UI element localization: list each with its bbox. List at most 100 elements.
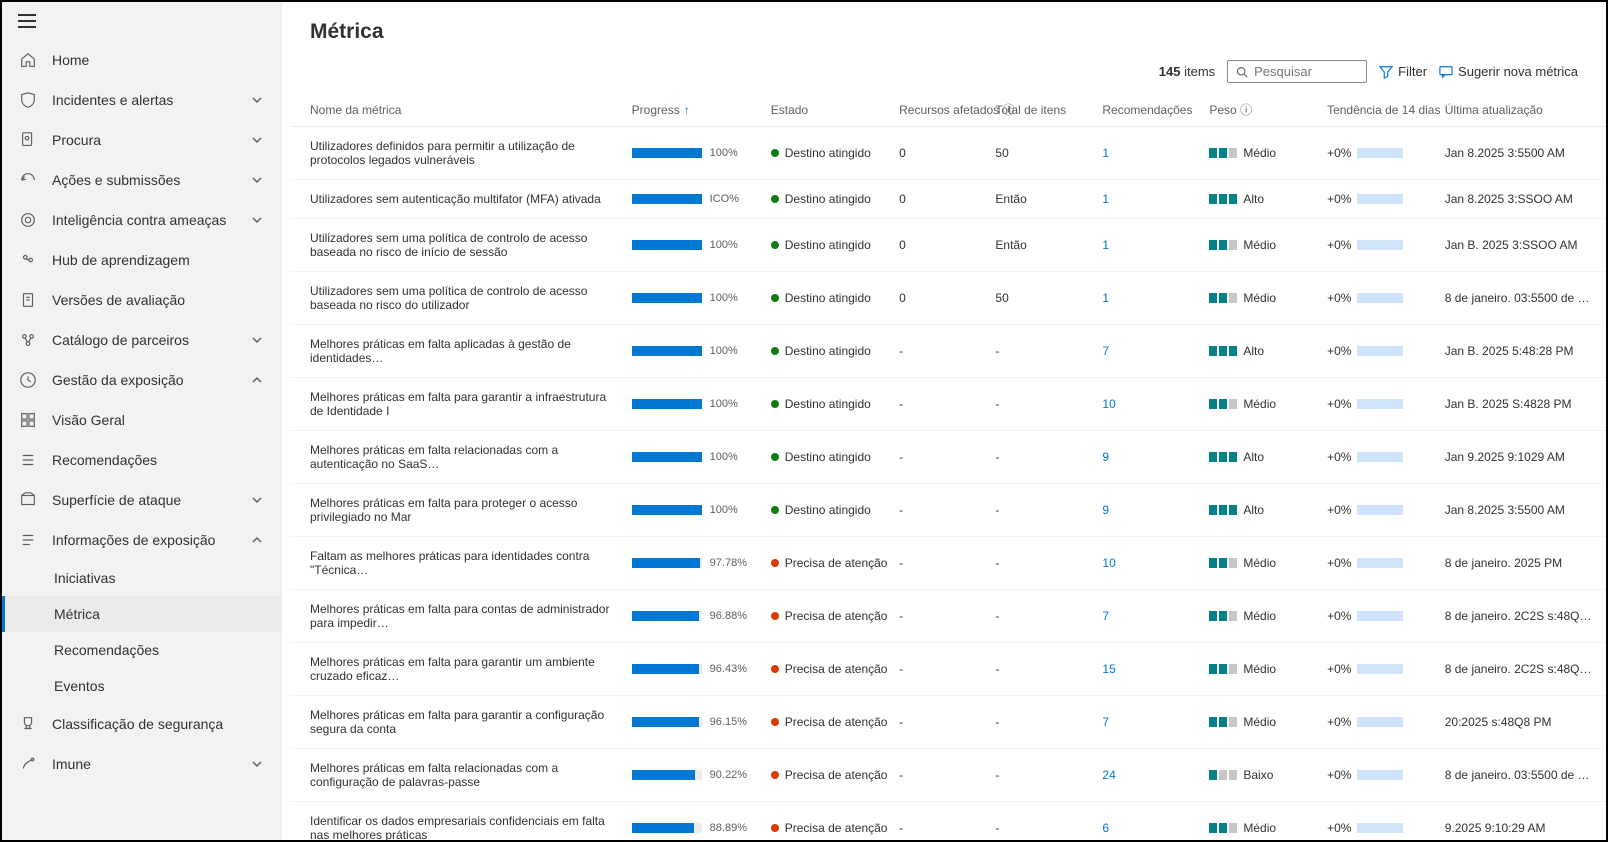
sidebar-item[interactable]: Incidentes e alertas [2,80,281,120]
search-input-wrapper[interactable] [1227,60,1367,83]
col-total[interactable]: Total de itens [985,93,1092,127]
metric-name: Utilizadores sem autenticação multifator… [290,180,622,219]
recs-cell[interactable]: 7 [1092,696,1199,749]
col-progress[interactable]: Progress↑ [622,93,761,127]
affected-cell: 0 [889,127,985,180]
affected-cell: 0 [889,272,985,325]
sidebar-item[interactable]: Catálogo de parceiros [2,320,281,360]
sidebar-subitem[interactable]: Métrica [2,596,281,632]
table-row[interactable]: Utilizadores definidos para permitir a u… [290,127,1606,180]
progress-text: 97.78% [710,557,747,569]
hamburger-button[interactable] [2,2,281,40]
sidebar-item[interactable]: Informações de exposição [2,520,281,560]
col-affected[interactable]: Recursos afetados ⓘ [889,93,985,127]
sidebar-item[interactable]: Procura [2,120,281,160]
sidebar-item[interactable]: Visão Geral [2,400,281,440]
sparkline [1357,611,1403,621]
search-input[interactable] [1254,64,1358,79]
weight-text: Médio [1243,609,1276,623]
page-title: Métrica [282,2,1606,54]
sidebar-item[interactable]: Classificação de segurança [2,704,281,744]
state-cell: Destino atingido [761,484,889,537]
sidebar-item[interactable]: Recomendações [2,440,281,480]
recs-cell[interactable]: 7 [1092,590,1199,643]
table-row[interactable]: Melhores práticas em falta para garantir… [290,696,1606,749]
weight-text: Alto [1243,450,1264,464]
trend-text: +0% [1327,192,1351,206]
trend-text: +0% [1327,238,1351,252]
sidebar-item[interactable]: Hub de aprendizagem [2,240,281,280]
table-row[interactable]: Melhores práticas em falta para garantir… [290,643,1606,696]
sidebar-item[interactable]: Home [2,40,281,80]
sidebar-item[interactable]: Imune [2,744,281,784]
sidebar-item[interactable]: Superfície de ataque [2,480,281,520]
recs-icon [18,450,38,470]
trend-cell: +0% [1317,127,1435,180]
recs-cell[interactable]: 1 [1092,219,1199,272]
col-name[interactable]: Nome da métrica [290,93,622,127]
progress-text: 100% [710,345,738,357]
updated-cell: Jan 8.2025 3:5500 AM [1435,484,1606,537]
table-row[interactable]: Melhores práticas em falta para contas d… [290,590,1606,643]
recs-cell[interactable]: 10 [1092,378,1199,431]
table-row[interactable]: Melhores práticas em falta para proteger… [290,484,1606,537]
chevron-down-icon [251,133,265,147]
recs-cell[interactable]: 7 [1092,325,1199,378]
state-cell: Destino atingido [761,272,889,325]
recs-cell[interactable]: 15 [1092,643,1199,696]
table-row[interactable]: Melhores práticas em falta relacionadas … [290,749,1606,802]
sidebar-item[interactable]: Versões de avaliação [2,280,281,320]
table-row[interactable]: Melhores práticas em falta para garantir… [290,378,1606,431]
sparkline [1357,505,1403,515]
shield-icon [18,90,38,110]
sidebar-item[interactable]: Ações e submissões [2,160,281,200]
sidebar-subitem[interactable]: Eventos [2,668,281,704]
state-text: Precisa de atenção [785,768,888,782]
table-row[interactable]: Utilizadores sem uma política de control… [290,219,1606,272]
table-row[interactable]: Melhores práticas em falta relacionadas … [290,431,1606,484]
recs-cell[interactable]: 9 [1092,431,1199,484]
sidebar-subitem[interactable]: Recomendações [2,632,281,668]
col-state[interactable]: Estado [761,93,889,127]
sidebar-item-label: Iniciativas [54,570,265,586]
table-row[interactable]: Utilizadores sem uma política de control… [290,272,1606,325]
comment-icon [1439,65,1453,79]
table-row[interactable]: Utilizadores sem autenticação multifator… [290,180,1606,219]
sidebar-item[interactable]: Inteligência contra ameaças [2,200,281,240]
suggest-metric-button[interactable]: Sugerir nova métrica [1439,64,1578,79]
progress-bar [632,194,702,204]
recs-cell[interactable]: 10 [1092,537,1199,590]
sidebar-item-label: Gestão da exposição [52,372,251,388]
recs-cell[interactable]: 1 [1092,180,1199,219]
recs-cell[interactable]: 6 [1092,802,1199,841]
progress-cell: 100% [622,431,761,484]
progress-cell: 96.15% [622,696,761,749]
total-cell: - [985,378,1092,431]
table-row[interactable]: Melhores práticas em falta aplicadas à g… [290,325,1606,378]
col-weight[interactable]: Peso ⓘ [1199,93,1317,127]
sidebar-subitem[interactable]: Iniciativas [2,560,281,596]
sparkline [1357,664,1403,674]
table-row[interactable]: Identificar os dados empresariais confid… [290,802,1606,841]
metric-name: Melhores práticas em falta relacionadas … [290,431,622,484]
col-recs[interactable]: Recomendações [1092,93,1199,127]
col-updated[interactable]: Última atualização [1435,93,1606,127]
recs-cell[interactable]: 24 [1092,749,1199,802]
progress-text: 100% [710,504,738,516]
recs-cell[interactable]: 1 [1092,272,1199,325]
total-cell: - [985,537,1092,590]
recs-cell[interactable]: 9 [1092,484,1199,537]
sidebar-item[interactable]: Gestão da exposição [2,360,281,400]
col-trend[interactable]: Tendência de 14 dias [1317,93,1435,127]
status-dot-icon [771,506,779,514]
weight-text: Médio [1243,715,1276,729]
sparkline [1357,148,1403,158]
filter-button[interactable]: Filter [1379,64,1427,79]
chevron-up-icon [251,533,265,547]
updated-cell: Jan 8.2025 3:SSOO AM [1435,180,1606,219]
sparkline [1357,770,1403,780]
learn-icon [18,250,38,270]
sparkline [1357,240,1403,250]
recs-cell[interactable]: 1 [1092,127,1199,180]
table-row[interactable]: Faltam as melhores práticas para identid… [290,537,1606,590]
